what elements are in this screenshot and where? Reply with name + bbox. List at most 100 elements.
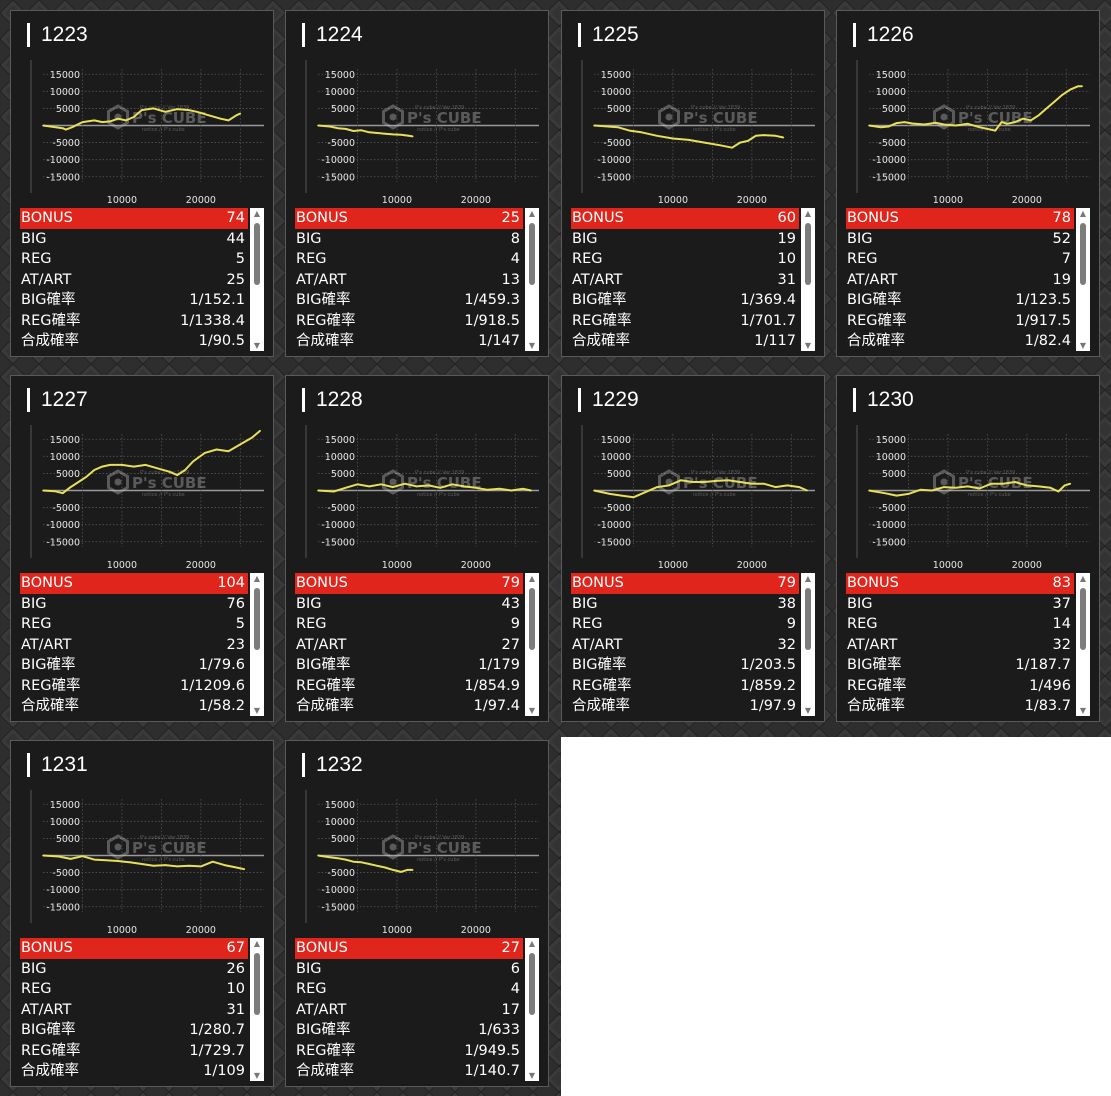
data-point — [54, 490, 56, 492]
y-tick-label: 15000 — [601, 70, 631, 81]
y-tick-label: -5000 — [603, 138, 631, 149]
data-point — [129, 861, 131, 864]
watermark-small-2: notice // P's cube — [968, 492, 1011, 498]
scroll-thumb[interactable] — [1080, 588, 1086, 650]
scroll-down-arrow-icon[interactable]: ▼ — [1079, 706, 1087, 715]
stats-scrollbar[interactable]: ▲ ▼ — [525, 938, 539, 1081]
stats-scrollbar[interactable]: ▲ ▼ — [1076, 573, 1090, 716]
scroll-thumb[interactable] — [805, 223, 811, 285]
data-point — [188, 865, 190, 867]
data-point — [368, 863, 371, 865]
scroll-thumb[interactable] — [529, 953, 535, 1015]
y-tick-label: -15000 — [597, 172, 631, 183]
machine-card[interactable]: 1225 15000 10000 5000 -5000 -10000 -15000 10000… — [561, 10, 825, 357]
data-point — [747, 140, 749, 142]
machine-card[interactable]: 1232 15000 10000 5000 -5000 -10000 -15000 10000… — [285, 740, 549, 1087]
scroll-up-arrow-icon[interactable]: ▲ — [528, 939, 536, 948]
scroll-down-arrow-icon[interactable]: ▼ — [528, 341, 536, 350]
data-point — [990, 482, 993, 485]
y-tick-label: 5000 — [331, 469, 355, 480]
scroll-thumb[interactable] — [529, 588, 535, 650]
stat-value: 1/203.5 — [740, 657, 796, 673]
stat-value: 26 — [226, 960, 245, 977]
stat-label: 合成確率 — [296, 333, 354, 349]
data-point — [703, 481, 706, 483]
machine-card[interactable]: 1229 15000 10000 5000 -5000 -10000 -15000 10000… — [561, 375, 825, 722]
machine-card[interactable]: 1230 15000 10000 5000 -5000 -10000 -15000 10000… — [836, 375, 1100, 722]
scroll-down-arrow-icon[interactable]: ▼ — [253, 1071, 261, 1080]
y-tick-label: 15000 — [601, 435, 631, 446]
stat-label: AT/ART — [21, 271, 72, 288]
data-point — [200, 865, 202, 868]
scroll-up-arrow-icon[interactable]: ▲ — [804, 574, 812, 583]
stats-scrollbar[interactable]: ▲ ▼ — [1076, 208, 1090, 351]
data-point — [463, 485, 465, 488]
scroll-thumb[interactable] — [805, 588, 811, 650]
scroll-down-arrow-icon[interactable]: ▼ — [804, 706, 812, 715]
x-tick-label: 20000 — [1012, 195, 1042, 206]
machine-card[interactable]: 1228 15000 10000 5000 -5000 -10000 -15000 10000… — [285, 375, 549, 722]
x-tick-label: 10000 — [107, 195, 137, 206]
scroll-up-arrow-icon[interactable]: ▲ — [804, 209, 812, 218]
scroll-down-arrow-icon[interactable]: ▼ — [1079, 341, 1087, 350]
stat-row: 合成確率 1/90.5 — [20, 331, 248, 352]
y-tick-label: -15000 — [321, 537, 355, 548]
machine-card[interactable]: 1231 15000 10000 5000 -5000 -10000 -15000 10000… — [10, 740, 274, 1087]
machine-card[interactable]: 1224 15000 10000 5000 -5000 -10000 -15000 10000… — [285, 10, 549, 357]
scroll-up-arrow-icon[interactable]: ▲ — [528, 574, 536, 583]
scroll-up-arrow-icon[interactable]: ▲ — [253, 574, 261, 583]
scroll-down-arrow-icon[interactable]: ▼ — [528, 1071, 536, 1080]
stat-label: AT/ART — [572, 636, 623, 653]
machine-number: 1228 — [302, 388, 363, 412]
y-tick-label: -10000 — [321, 520, 355, 531]
stat-value: 27 — [501, 940, 520, 956]
stat-value: 10 — [226, 981, 245, 997]
watermark-brand: P's CUBE — [132, 109, 207, 127]
stat-row: BIG確率 1/369.4 — [571, 290, 799, 311]
scroll-thumb[interactable] — [254, 588, 260, 650]
scroll-up-arrow-icon[interactable]: ▲ — [253, 209, 261, 218]
stats-scrollbar[interactable]: ▲ ▼ — [250, 573, 264, 716]
scroll-thumb[interactable] — [529, 223, 535, 285]
scroll-down-arrow-icon[interactable]: ▼ — [804, 341, 812, 350]
data-point — [739, 481, 741, 483]
scroll-thumb[interactable] — [1080, 223, 1086, 285]
data-point — [376, 132, 378, 134]
stats-scrollbar[interactable]: ▲ ▼ — [250, 938, 264, 1081]
data-point — [923, 123, 926, 126]
stat-row: REG 10 — [20, 979, 248, 1000]
stats-scrollbar[interactable]: ▲ ▼ — [250, 208, 264, 351]
data-point — [887, 125, 890, 128]
data-point — [69, 858, 72, 860]
machine-card[interactable]: 1227 15000 10000 5000 -5000 -10000 -15000 10000… — [10, 375, 274, 722]
stats-scrollbar[interactable]: ▲ ▼ — [525, 573, 539, 716]
data-point — [235, 866, 238, 869]
scroll-down-arrow-icon[interactable]: ▼ — [528, 706, 536, 715]
machine-card[interactable]: 1223 15000 10000 5000 -5000 -10000 -15000 10000… — [10, 10, 274, 357]
data-point — [152, 865, 155, 867]
slump-series-line — [317, 124, 413, 138]
data-point — [1057, 490, 1060, 493]
stat-row: REG確率 1/949.5 — [295, 1041, 523, 1062]
scroll-down-arrow-icon[interactable]: ▼ — [253, 706, 261, 715]
data-point — [93, 858, 96, 861]
stats-scrollbar[interactable]: ▲ ▼ — [801, 208, 815, 351]
scroll-up-arrow-icon[interactable]: ▲ — [1079, 574, 1087, 583]
scroll-down-arrow-icon[interactable]: ▼ — [253, 341, 261, 350]
data-point — [65, 128, 67, 131]
scroll-thumb[interactable] — [254, 953, 260, 1015]
scroll-up-arrow-icon[interactable]: ▲ — [1079, 209, 1087, 218]
scroll-up-arrow-icon[interactable]: ▲ — [528, 209, 536, 218]
scroll-thumb[interactable] — [254, 223, 260, 285]
machine-card[interactable]: 1226 15000 10000 5000 -5000 -10000 -15000 10000… — [836, 10, 1100, 357]
scroll-up-arrow-icon[interactable]: ▲ — [253, 939, 261, 948]
stat-value: 1/369.4 — [740, 292, 796, 308]
data-point — [384, 132, 386, 135]
y-tick-label: -5000 — [52, 138, 80, 149]
data-point — [1022, 117, 1024, 120]
stats-scrollbar[interactable]: ▲ ▼ — [525, 208, 539, 351]
stats-scrollbar[interactable]: ▲ ▼ — [801, 573, 815, 716]
data-point — [85, 476, 88, 478]
stat-value: 1/918.5 — [464, 312, 520, 329]
